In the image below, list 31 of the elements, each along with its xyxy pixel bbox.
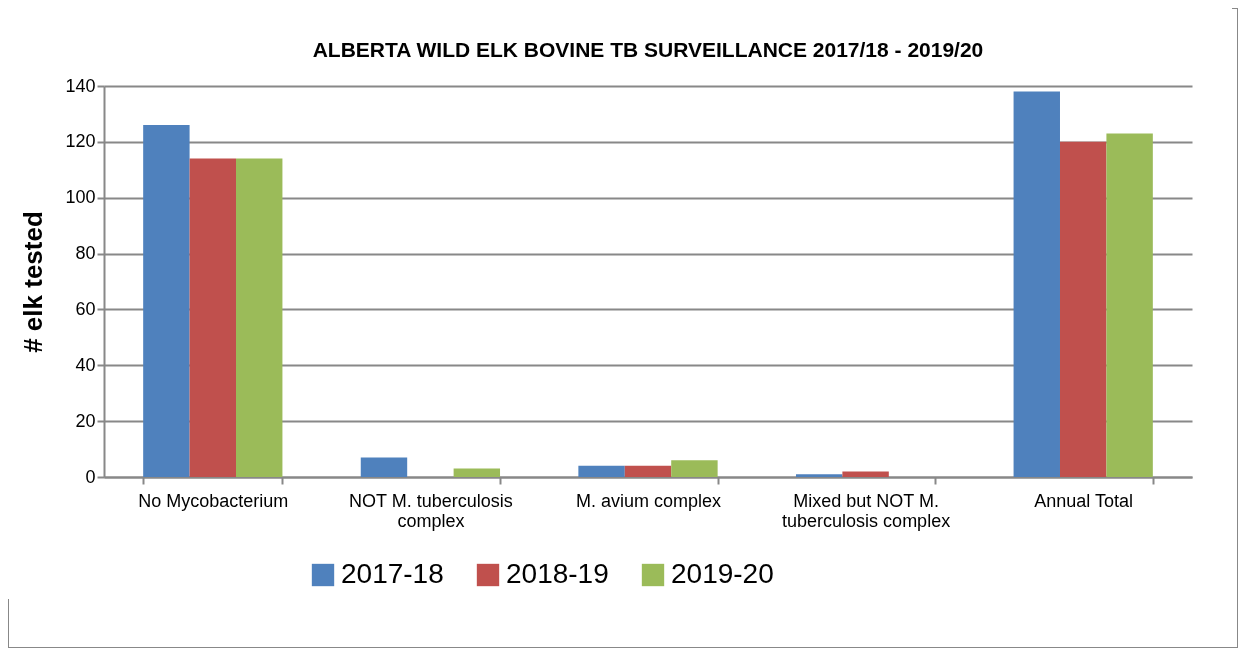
legend-label: 2018-19 (506, 558, 609, 589)
bar (671, 460, 718, 477)
x-tick-label: Mixed but NOT M. tuberculosis complex (782, 490, 951, 531)
x-tick-label: M. avium complex (575, 490, 722, 511)
bar (578, 465, 625, 477)
bar (236, 158, 283, 477)
legend-label: 2017-18 (341, 558, 444, 589)
y-tick-label: 20 (75, 410, 96, 431)
y-tick-label: 140 (65, 75, 96, 96)
y-tick-label: 60 (75, 298, 96, 319)
bar (189, 158, 237, 477)
bar (1013, 91, 1060, 477)
y-tick-label: 80 (75, 243, 96, 264)
y-tick-label: 120 (65, 131, 96, 152)
x-tick-label: Annual Total (1034, 490, 1134, 511)
bar (795, 474, 843, 477)
y-tick-label: 100 (65, 187, 96, 208)
bar (1106, 133, 1153, 477)
y-tick-label: 0 (85, 466, 96, 487)
bar (1059, 141, 1107, 477)
y-axis-title: # elk tested (18, 211, 49, 353)
chart-title: ALBERTA WILD ELK BOVINE TB SURVEILLANCE 2017/18 - 2019/20 (312, 38, 984, 61)
bar (360, 457, 408, 477)
x-tick-label: No Mycobacterium (138, 490, 289, 511)
x-tick-label: NOT M. tuberculosis complex (349, 490, 513, 531)
bar (624, 465, 672, 477)
bar (842, 471, 889, 477)
bar (453, 468, 501, 477)
legend-label: 2019-20 (671, 558, 774, 589)
y-tick-label: 40 (75, 354, 96, 375)
bar (143, 125, 190, 477)
